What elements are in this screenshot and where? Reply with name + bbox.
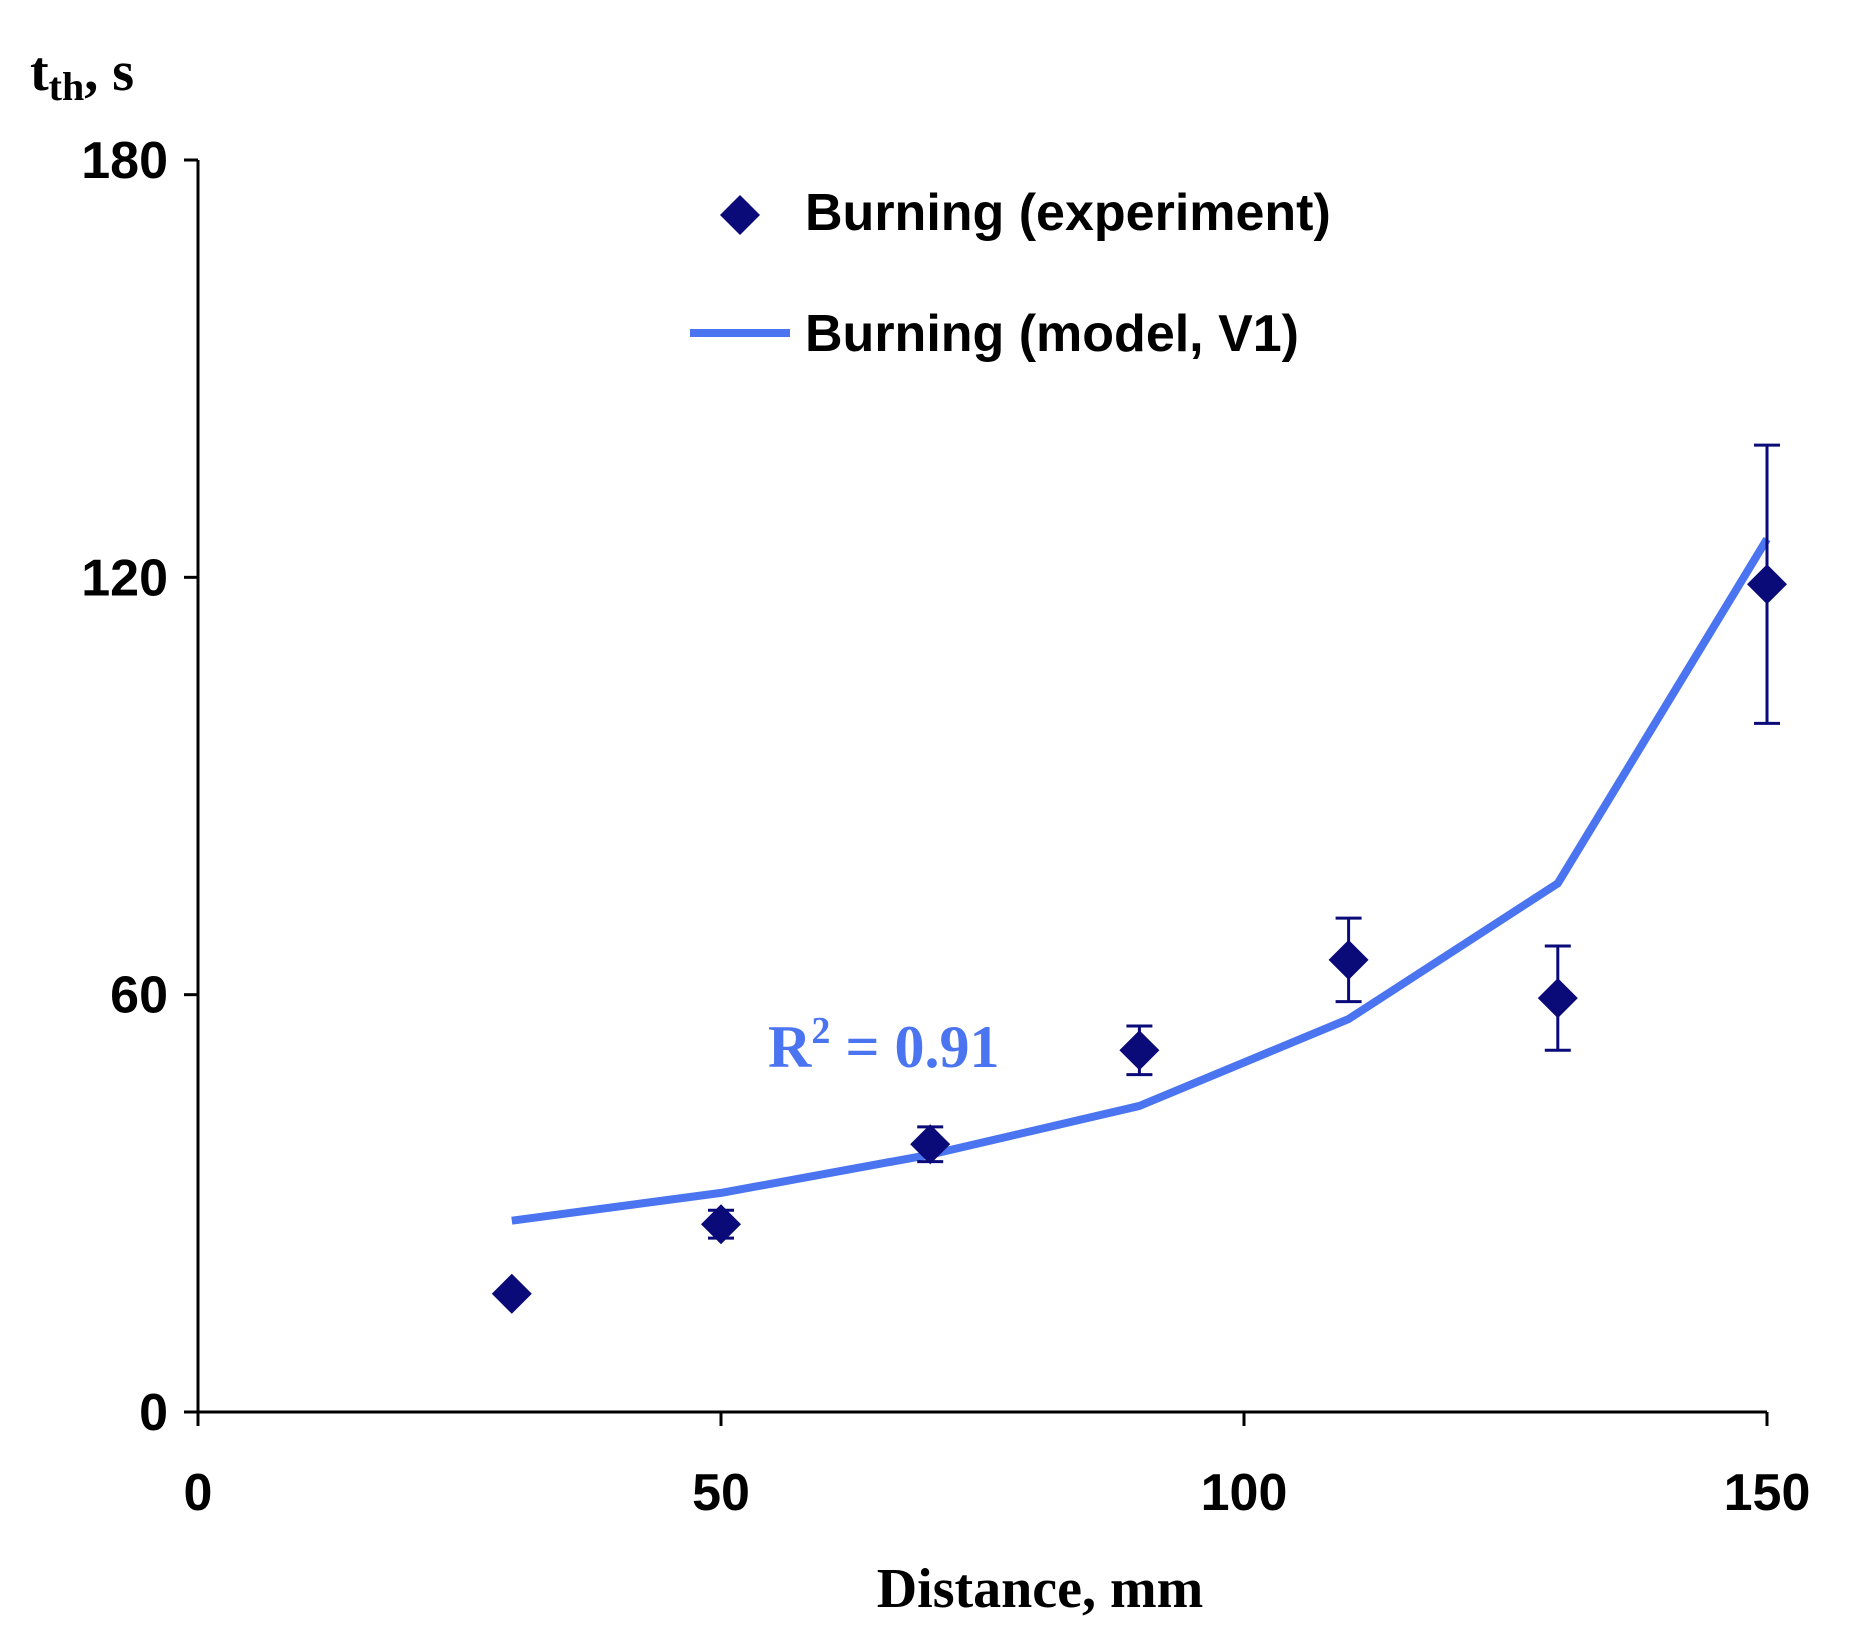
y-ticks: 0 60 120 180	[81, 132, 198, 1442]
legend-label-model: Burning (model, V1)	[805, 305, 1299, 363]
data-point	[910, 1124, 951, 1165]
x-tick-label: 150	[1724, 1464, 1811, 1522]
y-axis-title: tth, s	[30, 41, 134, 109]
model-line-series	[511, 537, 1771, 1225]
y-tick-label: 60	[110, 967, 168, 1025]
legend-marker-experiment	[720, 195, 760, 235]
x-tick-label: 0	[184, 1464, 213, 1522]
data-point	[1747, 564, 1787, 605]
legend: Burning (experiment) Burning (model, V1)	[690, 184, 1331, 363]
r-squared-sup: 2	[811, 1010, 830, 1052]
x-ticks: 0 50 100 150	[184, 1412, 1811, 1522]
y-tick-label: 180	[81, 132, 168, 190]
y-tick-label: 120	[81, 549, 168, 607]
data-point	[1119, 1030, 1160, 1071]
x-axis-title: Distance, mm	[877, 1558, 1204, 1620]
y-axis-title-main: t	[30, 41, 49, 103]
r-squared-rest: = 0.91	[830, 1014, 999, 1080]
y-axis-title-unit: , s	[84, 41, 134, 103]
data-point	[491, 1273, 532, 1314]
x-tick-label: 100	[1201, 1464, 1288, 1522]
data-point	[1537, 978, 1578, 1019]
experiment-series	[491, 443, 1787, 1314]
x-tick-label: 50	[692, 1464, 750, 1522]
legend-label-experiment: Burning (experiment)	[805, 184, 1331, 242]
r-squared-main: R	[768, 1014, 812, 1080]
data-point	[1328, 939, 1369, 980]
r-squared-annotation: R2 = 0.91	[768, 1010, 1000, 1080]
data-point	[701, 1204, 741, 1245]
y-axis-title-sub: th	[49, 64, 85, 109]
y-tick-label: 0	[139, 1384, 168, 1442]
